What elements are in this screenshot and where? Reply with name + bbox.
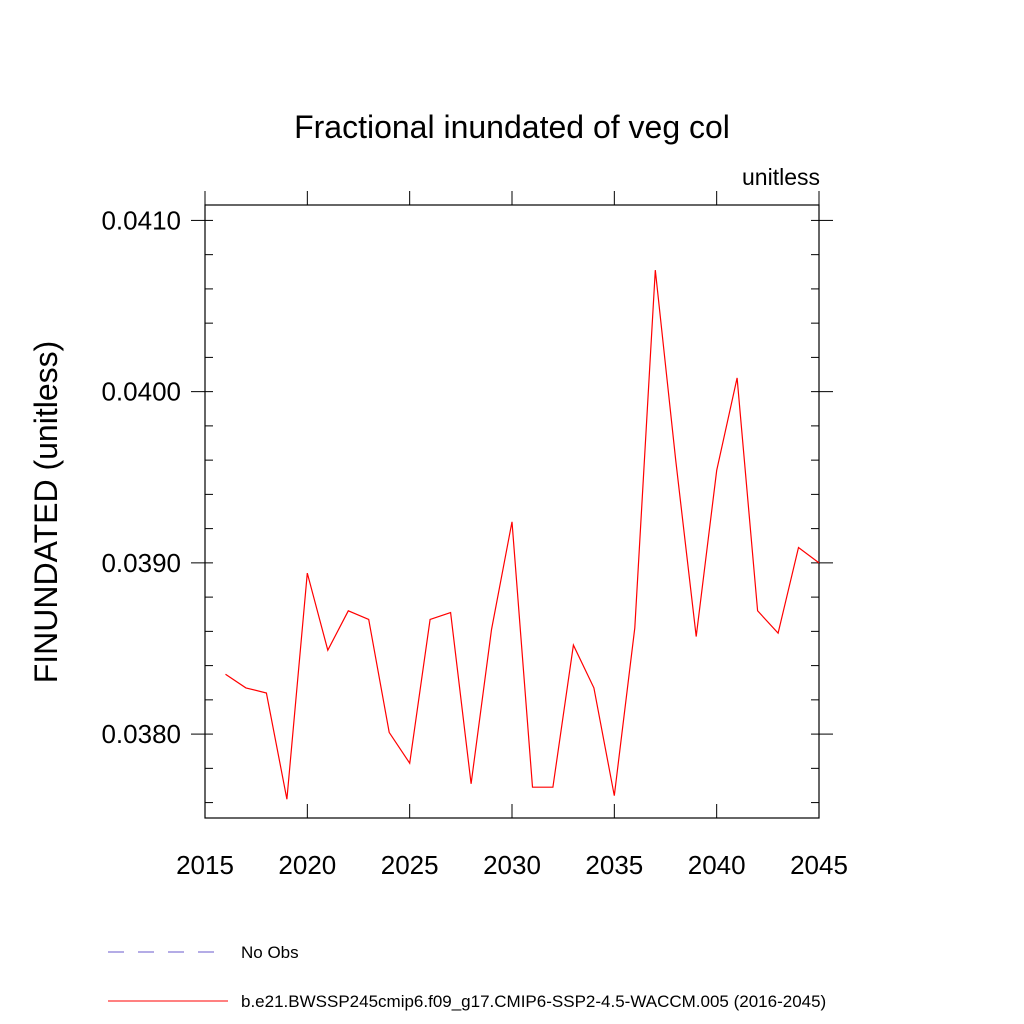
plot-area: 2015 2020 2025 2030 2035 2040 2045 0.0380 0.039…	[101, 191, 848, 880]
x-tick-label: 2015	[176, 850, 234, 880]
x-tick-label: 2035	[585, 850, 643, 880]
y-tick-label: 0.0400	[101, 377, 181, 407]
x-tick-label: 2020	[278, 850, 336, 880]
x-tick-label: 2030	[483, 850, 541, 880]
y-tick-label: 0.0390	[101, 548, 181, 578]
x-axis: 2015 2020 2025 2030 2035 2040 2045	[176, 191, 848, 880]
series-line	[225, 270, 820, 800]
legend-label: b.e21.BWSSP245cmip6.f09_g17.CMIP6-SSP2-4…	[241, 992, 826, 1011]
chart-title: Fractional inundated of veg col	[294, 109, 730, 145]
x-tick-label: 2040	[688, 850, 746, 880]
y-tick-label: 0.0410	[101, 205, 181, 235]
x-tick-label: 2045	[790, 850, 848, 880]
x-tick-label: 2025	[381, 850, 439, 880]
units-label: unitless	[742, 164, 820, 190]
legend: No Obs b.e21.BWSSP245cmip6.f09_g17.CMIP6-…	[108, 943, 826, 1011]
y-axis-label: FINUNDATED (unitless)	[28, 341, 64, 684]
plot-frame	[204, 204, 820, 819]
legend-label: No Obs	[241, 943, 299, 962]
series-lines	[225, 270, 820, 800]
y-tick-label: 0.0380	[101, 719, 181, 749]
y-axis: 0.0380 0.0390 0.0400 0.0410	[101, 205, 833, 804]
